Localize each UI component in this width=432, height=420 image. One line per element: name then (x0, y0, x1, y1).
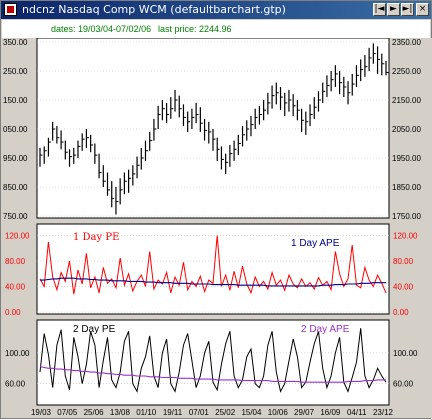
price-y-tick-left: 950.00 (3, 154, 28, 163)
x-tick-label: 13/08 (110, 408, 131, 417)
indicator-y-tick-right: 120.00 (393, 232, 418, 241)
indicator-y-tick-left: 40.00 (5, 283, 26, 292)
x-tick-label: 23/12 (373, 408, 394, 417)
indicator-y-tick-left: 120.00 (5, 232, 30, 241)
indicator-y-tick-right: 100.00 (393, 349, 418, 358)
price-y-tick-left: 750.00 (3, 212, 28, 221)
indicator-y-tick-left: 100.00 (5, 349, 30, 358)
indicator-y-tick-left: 80.00 (5, 257, 26, 266)
x-tick-label: 19/11 (163, 408, 183, 417)
legend-1-day-pe: 1 Day PE (73, 232, 119, 243)
next-button[interactable]: ► (387, 3, 400, 16)
price-y-tick-right: 2250.00 (392, 67, 421, 76)
indicator-y-tick-right: 60.00 (393, 380, 414, 389)
price-y-tick-left: 350.00 (3, 38, 28, 47)
price-y-tick-right: 2350.00 (392, 38, 421, 47)
x-tick-label: 15/04 (241, 408, 262, 417)
app-icon (4, 3, 17, 16)
close-button[interactable]: × (416, 3, 429, 16)
x-tick-label: 07/05 (57, 408, 78, 417)
series-line-2-day-pe (39, 328, 387, 393)
x-tick-label: 07/01 (189, 408, 210, 417)
price-y-tick-right: 2050.00 (392, 125, 421, 134)
x-tick-label: 19/03 (31, 408, 52, 417)
indicator-y-tick-right: 0.00 (393, 308, 409, 317)
panel-frame-1 (36, 223, 390, 315)
price-y-tick-left: 850.00 (3, 183, 28, 192)
series-line-1-day-ape (40, 277, 386, 287)
x-tick-label: 25/06 (84, 408, 105, 417)
price-y-tick-left: 150.00 (3, 96, 28, 105)
last-price-label: last price: 2244.96 (158, 24, 232, 34)
x-tick-label: 29/07 (294, 408, 315, 417)
x-tick-label: 10/06 (268, 408, 289, 417)
price-y-tick-left: 050.00 (3, 125, 28, 134)
x-tick-label: 25/02 (215, 408, 236, 417)
window-title: ndcnz Nasdaq Comp WCM (defaultbarchart.g… (22, 3, 286, 16)
panel-frame-0 (36, 38, 390, 219)
date-range-label: dates: 19/03/04-07/02/06 (51, 24, 152, 34)
indicator-y-tick-right: 40.00 (393, 283, 414, 292)
x-tick-label: 01/10 (136, 408, 157, 417)
series-line-2-day-ape (39, 366, 386, 383)
price-y-tick-right: 1750.00 (392, 212, 421, 221)
legend-2-day-pe: 2 Day PE (73, 324, 116, 335)
last-button[interactable]: ►| (401, 3, 414, 16)
title-bar[interactable]: ndcnz Nasdaq Comp WCM (defaultbarchart.g… (1, 1, 431, 19)
chart-area: 350.00 2350.00 250.00 2250.00 150.00 2150.00 0… (3, 38, 421, 417)
legend-1-day-ape: 1 Day APE (291, 238, 340, 249)
panel-frame-2 (36, 319, 390, 406)
indicator-y-tick-right: 80.00 (393, 257, 414, 266)
price-y-tick-left: 250.00 (3, 67, 28, 76)
price-y-tick-right: 1850.00 (392, 183, 421, 192)
indicator-y-tick-left: 60.00 (5, 380, 26, 389)
info-bar: dates: 19/03/04-07/02/06 last price: 224… (2, 20, 430, 38)
legend-2-day-ape: 2 Day APE (301, 324, 350, 335)
price-y-tick-right: 2150.00 (392, 96, 421, 105)
price-y-tick-right: 1950.00 (392, 154, 421, 163)
first-button[interactable]: |◄ (373, 3, 386, 16)
x-tick-label: 16/09 (320, 408, 341, 417)
series-line-1-day-pe (39, 235, 387, 295)
x-tick-label: 04/11 (347, 408, 367, 417)
indicator-y-tick-left: 0.00 (5, 308, 21, 317)
